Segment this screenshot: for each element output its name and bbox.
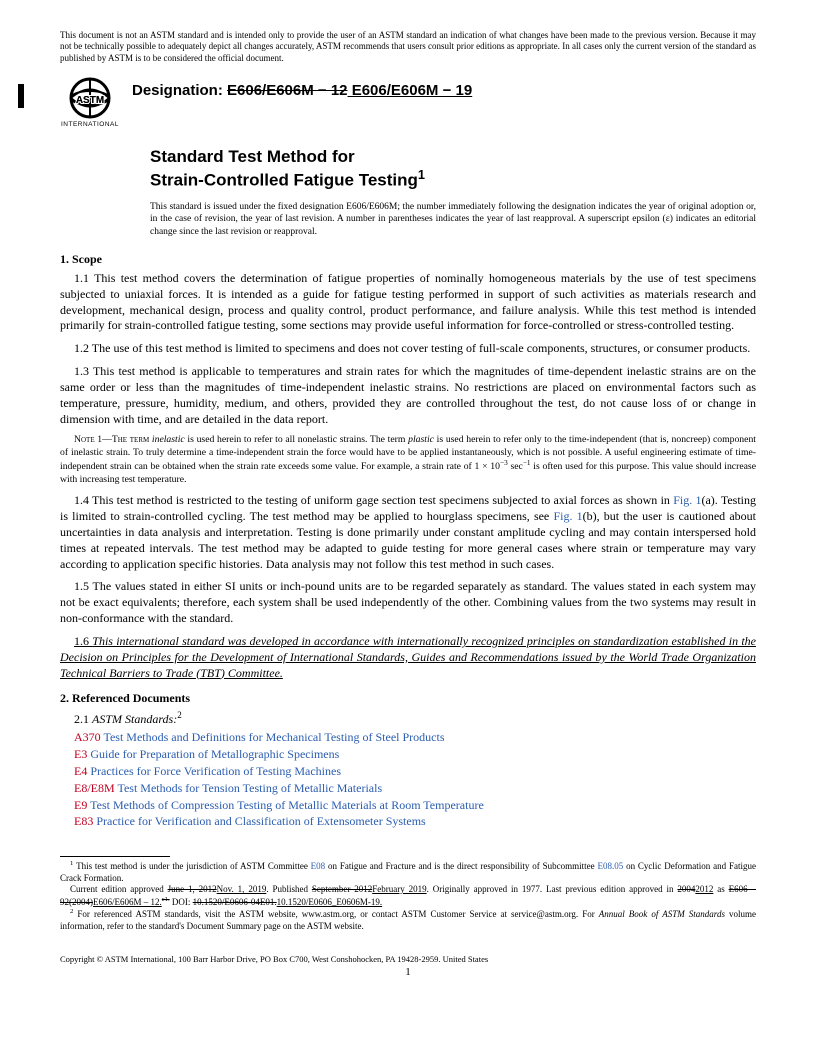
astm-logo: ASTM ASTM INTERNATIONAL [60, 76, 120, 128]
ref-row: E4 Practices for Force Verification of T… [74, 764, 756, 780]
ref-code[interactable]: E3 [74, 747, 87, 761]
top-disclaimer: This document is not an ASTM standard an… [60, 30, 756, 64]
ref-code[interactable]: A370 [74, 730, 101, 744]
ref-code[interactable]: E4 [74, 764, 87, 778]
designation-line: Designation: E606/E606M − 12 E606/E606M … [132, 82, 472, 99]
clause-1-6: 1.6 This international standard was deve… [60, 634, 756, 681]
title-line1: Standard Test Method for [150, 146, 756, 167]
title-line2: Strain-Controlled Fatigue Testing1 [150, 167, 756, 191]
ref-title[interactable]: Practice for Verification and Classifica… [96, 814, 425, 828]
note-1: Note 1—The term inelastic is used herein… [60, 434, 756, 486]
ref-row: E83 Practice for Verification and Classi… [74, 814, 756, 830]
revision-marker [18, 84, 24, 108]
link-e08[interactable]: E08 [311, 861, 326, 871]
title-block: Standard Test Method for Strain-Controll… [150, 146, 756, 191]
ref-code[interactable]: E9 [74, 798, 87, 812]
footnote-1b: Current edition approved June 1, 2012Nov… [60, 884, 756, 908]
footnote-rule [60, 856, 170, 857]
designation-label: Designation: [132, 82, 227, 99]
issuance-note: This standard is issued under the fixed … [150, 201, 756, 238]
fig1-link-b[interactable]: Fig. 1 [553, 509, 582, 523]
link-e0805[interactable]: E08.05 [597, 861, 623, 871]
clause-1-3: 1.3 This test method is applicable to te… [60, 364, 756, 427]
designation-header: ASTM ASTM INTERNATIONAL Designation: E60… [60, 76, 756, 128]
ref-title[interactable]: Test Methods for Tension Testing of Meta… [117, 781, 382, 795]
clause-2-1: 2.1 ASTM Standards:2 [60, 710, 756, 728]
ref-title[interactable]: Guide for Preparation of Metallographic … [90, 747, 339, 761]
clause-1-4: 1.4 This test method is restricted to th… [60, 493, 756, 572]
svg-text:ASTM: ASTM [76, 95, 104, 106]
footnote-1a: 1 This test method is under the jurisdic… [60, 860, 756, 884]
clause-1-5: 1.5 The values stated in either SI units… [60, 579, 756, 626]
ref-row: E8/E8M Test Methods for Tension Testing … [74, 781, 756, 797]
section-2-head: 2. Referenced Documents [60, 691, 756, 706]
fig1-link-a[interactable]: Fig. 1 [673, 493, 701, 507]
ref-row: E3 Guide for Preparation of Metallograph… [74, 747, 756, 763]
designation-new: E606/E606M − 19 [348, 82, 473, 99]
ref-code[interactable]: E83 [74, 814, 93, 828]
designation-old: E606/E606M − 12 [227, 82, 348, 99]
copyright-line: Copyright © ASTM International, 100 Barr… [60, 954, 756, 964]
svg-text:INTERNATIONAL: INTERNATIONAL [61, 121, 119, 128]
clause-1-1: 1.1 This test method covers the determin… [60, 271, 756, 334]
referenced-standards-list: A370 Test Methods and Definitions for Me… [74, 730, 756, 830]
footnote-2: 2 For referenced ASTM standards, visit t… [60, 908, 756, 932]
ref-row: E9 Test Methods of Compression Testing o… [74, 798, 756, 814]
ref-title[interactable]: Practices for Force Verification of Test… [90, 764, 341, 778]
ref-title[interactable]: Test Methods of Compression Testing of M… [90, 798, 484, 812]
section-1-head: 1. Scope [60, 252, 756, 267]
page-number: 1 [60, 966, 756, 978]
ref-code[interactable]: E8/E8M [74, 781, 115, 795]
ref-title[interactable]: Test Methods and Definitions for Mechani… [103, 730, 444, 744]
ref-row: A370 Test Methods and Definitions for Me… [74, 730, 756, 746]
clause-1-2: 1.2 The use of this test method is limit… [60, 341, 756, 357]
